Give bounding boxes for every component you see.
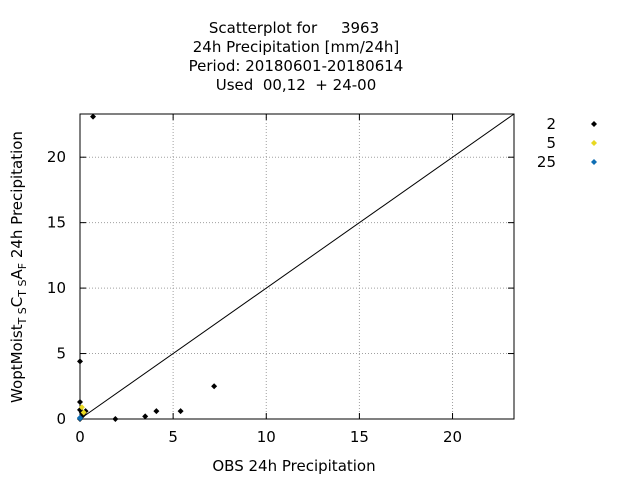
y-tick-labels: 0 5 10 15 20 (47, 148, 66, 428)
data-point (211, 383, 218, 390)
x-tick-label: 10 (257, 428, 276, 446)
y-label-sub3: F (16, 263, 29, 269)
data-point (153, 408, 160, 415)
y-label-sub1: T S (16, 307, 29, 325)
y-tick-label: 15 (47, 214, 66, 232)
legend-entry-label: 2 (546, 115, 556, 133)
title-line-4: Used 00,12 + 24-00 (216, 76, 376, 94)
legend-entry-label: 5 (546, 134, 556, 152)
plot-frame (79, 113, 515, 420)
axis-ticks (79, 114, 514, 420)
y-axis-label: WoptMoistT SCT SAF 24h Precipitation (8, 131, 29, 403)
diagonal-line-group (79, 113, 515, 420)
x-tick-label: 15 (350, 428, 369, 446)
data-point (142, 413, 149, 420)
chart-title: Scatterplot for 3963 24h Precipitation [… (189, 19, 404, 94)
data-point (77, 415, 83, 422)
y-tick-label: 0 (56, 410, 66, 428)
grid-lines (80, 114, 514, 419)
y-label-mid2: A (8, 269, 26, 280)
data-point (77, 358, 83, 365)
x-axis-label: OBS 24h Precipitation (212, 457, 375, 475)
y-label-mid: C (8, 297, 26, 307)
title-line-3: Period: 20180601-20180614 (189, 57, 404, 75)
legend-marker (591, 121, 597, 127)
data-point (77, 398, 83, 405)
data-point (112, 416, 119, 422)
legend-marker (591, 140, 597, 146)
x-tick-label: 20 (443, 428, 462, 446)
y-label-prefix: WoptMoist (8, 324, 26, 403)
legend-entry-label: 25 (537, 153, 556, 171)
title-line-2: 24h Precipitation [mm/24h] (193, 38, 399, 56)
legend-marker (591, 159, 597, 165)
y-tick-label: 5 (56, 345, 66, 363)
y-label-suffix: 24h Precipitation (8, 131, 26, 263)
data-point (80, 409, 87, 416)
y-tick-label: 20 (47, 148, 66, 166)
y-label-sub2: T S (16, 280, 29, 298)
x-tick-label: 5 (168, 428, 178, 446)
one-to-one-line (79, 113, 515, 420)
y-tick-label: 10 (47, 279, 66, 297)
data-point (177, 408, 184, 415)
data-point (90, 113, 97, 120)
data-point (78, 404, 85, 411)
title-line-1: Scatterplot for 3963 (209, 19, 379, 37)
x-tick-label: 0 (75, 428, 85, 446)
x-tick-labels: 0 5 10 15 20 (75, 428, 462, 446)
data-points (77, 113, 218, 422)
